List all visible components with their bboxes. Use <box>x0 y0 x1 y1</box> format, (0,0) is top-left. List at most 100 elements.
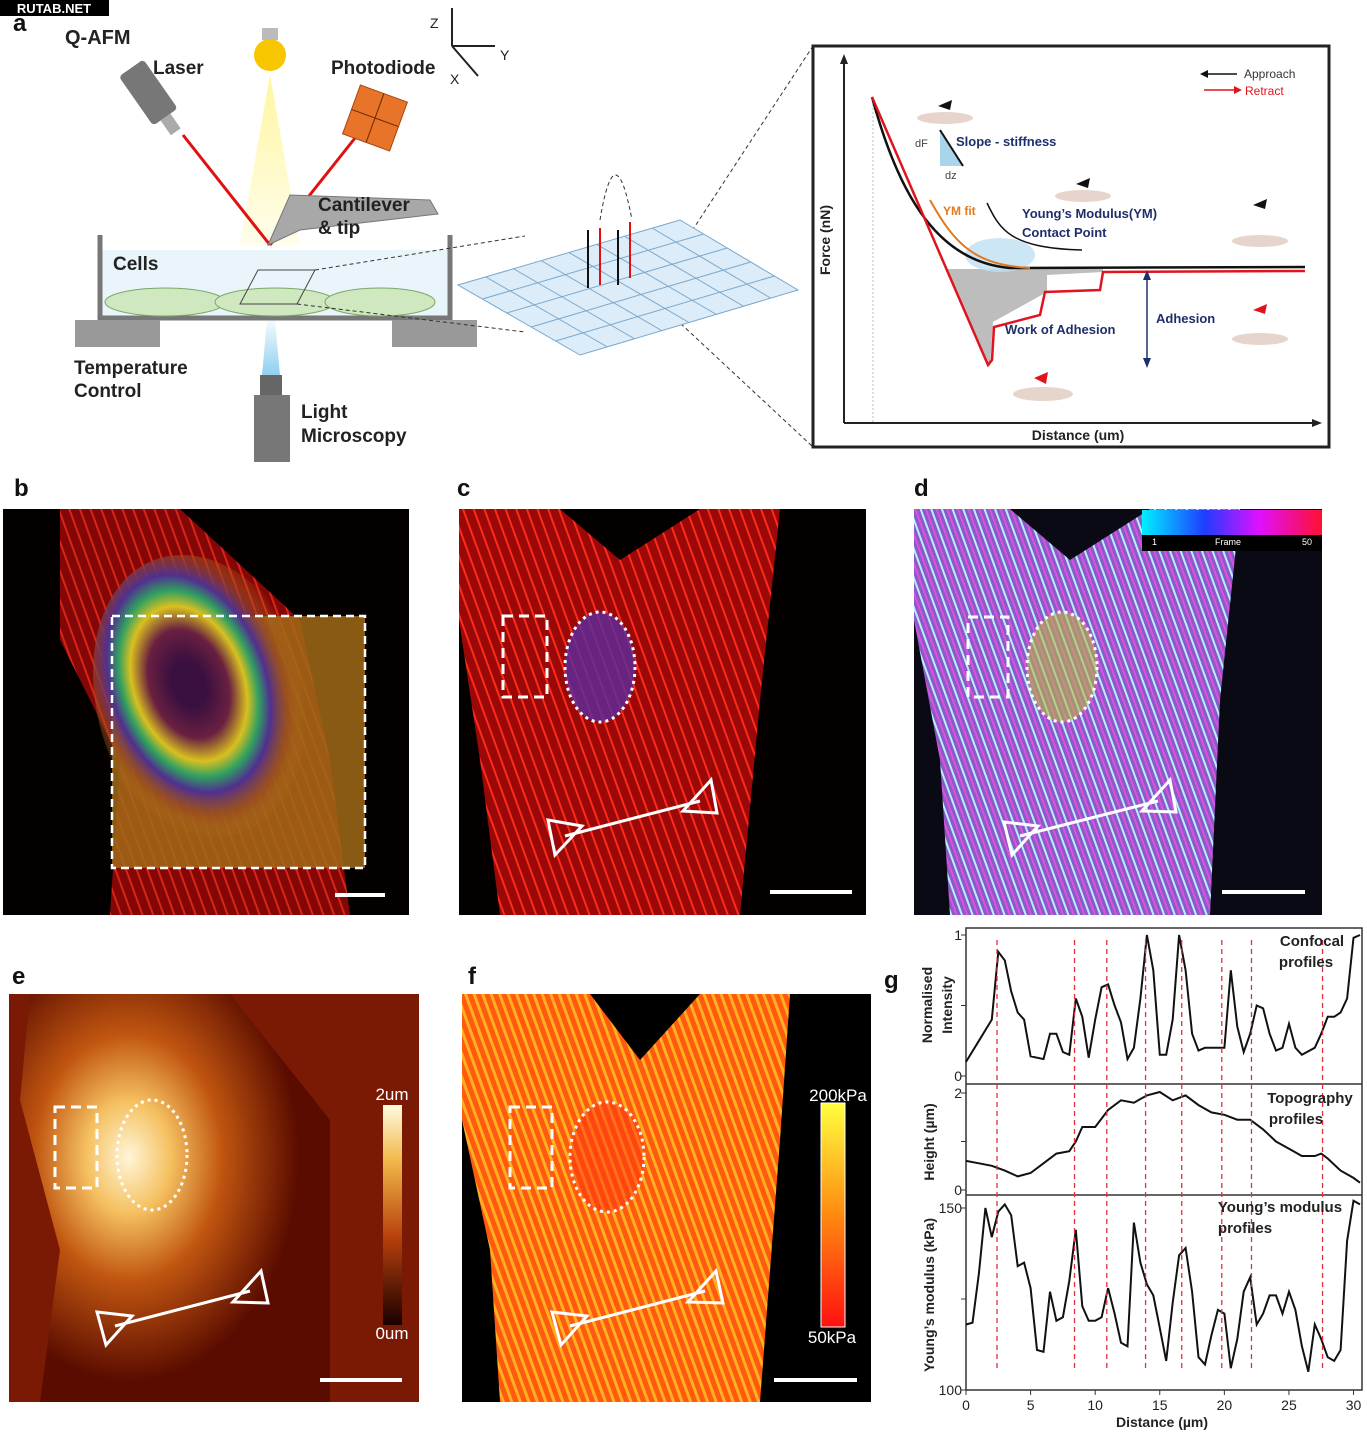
cell-tip-icons <box>917 100 1288 401</box>
x-tick-label: 0 <box>962 1397 970 1413</box>
y-tick-label: 100 <box>939 1382 963 1398</box>
laser-beam <box>181 134 272 246</box>
panel-label-b: b <box>14 475 29 502</box>
y-tick-label: 0 <box>954 1068 962 1084</box>
work-of-adhesion-label: Work of Adhesion <box>1005 322 1116 337</box>
height-colorbar: 2um 0um <box>375 1085 408 1343</box>
frame-colorbar: 1 Frame 50 <box>1142 510 1322 551</box>
confocal-title: Confocal <box>1280 933 1344 950</box>
image-panel-f <box>462 994 871 1402</box>
ym-fit-label: YM fit <box>943 204 976 218</box>
chart-frame <box>965 927 1363 1391</box>
grid-line <box>555 275 775 342</box>
watermark-logo: RUTAB.NET <box>0 0 109 16</box>
objective-icon <box>254 375 290 462</box>
panel-label-f: f <box>468 963 477 990</box>
intensity-ylabel: Normalised <box>919 967 935 1043</box>
cells-label: Cells <box>113 254 158 275</box>
slope-label: Slope - stiffness <box>956 134 1056 149</box>
y-tick-label: 0 <box>954 1182 962 1198</box>
xyz-axes-icon <box>451 8 495 77</box>
grid-line <box>513 268 635 340</box>
approach-legend: Approach <box>1244 67 1295 81</box>
work-of-adhesion-area <box>946 269 1103 367</box>
cantilever-label: Cantilever <box>318 195 410 216</box>
retract-curve <box>870 96 1306 368</box>
cells-icon <box>104 287 436 317</box>
height-max: 2um <box>375 1085 408 1104</box>
x-tick-label: 20 <box>1217 1397 1233 1413</box>
chart-xlabel: Distance (µm) <box>1116 1414 1208 1430</box>
panel-label-g: g <box>884 967 899 994</box>
dz-label: dz <box>945 170 957 182</box>
x-tick-label: 25 <box>1281 1397 1297 1413</box>
modulus-max: 200kPa <box>809 1086 867 1105</box>
grid-line <box>651 227 772 299</box>
retract-legend: Retract <box>1245 84 1284 98</box>
roi-rectangle <box>110 614 367 870</box>
overlay-e <box>53 1098 402 1382</box>
temperature-label: Temperature <box>74 358 188 379</box>
axis-y-label: Y <box>500 47 510 63</box>
overlay-c <box>501 610 852 894</box>
y-tick-label: 150 <box>939 1200 963 1216</box>
panel-label-a: a <box>13 10 27 37</box>
df-label: dF <box>915 138 928 150</box>
scan-grid <box>456 219 800 356</box>
overlay-d <box>966 610 1305 894</box>
approach-curve <box>870 96 1306 270</box>
axis-z-label: Z <box>430 15 439 31</box>
x-tick-label: 15 <box>1152 1397 1168 1413</box>
microscopy-label: Microscopy <box>301 426 407 447</box>
frame-max: 50 <box>1302 537 1312 547</box>
youngs-modulus-label: Young’s Modulus(YM) <box>1022 206 1157 221</box>
image-panel-c <box>459 509 866 915</box>
axis-x-label: X <box>450 71 460 87</box>
force-curve-inset: Approach Retract Slope - stiffness dF dz… <box>811 44 1331 449</box>
light-label: Light <box>301 402 348 423</box>
profile-line-0 <box>965 934 1361 1063</box>
stage-left <box>75 320 160 347</box>
grid-line <box>624 235 744 307</box>
panel-label-e: e <box>12 963 25 990</box>
intensity-ylabel-2: Intensity <box>939 976 955 1034</box>
laser-icon <box>120 60 181 136</box>
force-ylabel: Force (nN) <box>817 205 833 275</box>
approach-retract-arrows <box>587 222 631 288</box>
x-tick-label: 5 <box>1027 1397 1035 1413</box>
x-tick-label: 30 <box>1346 1397 1362 1413</box>
control-label: Control <box>74 381 142 402</box>
stage-right <box>392 320 477 347</box>
profile-line-2 <box>965 1199 1361 1373</box>
modulus-min: 50kPa <box>808 1328 857 1347</box>
petri-dish <box>97 235 453 321</box>
grid-line <box>482 233 704 300</box>
force-xlabel: Distance (um) <box>1032 427 1125 443</box>
ym-title: Young’s modulus <box>1218 1199 1342 1216</box>
svg-text:RUTAB.NET: RUTAB.NET <box>17 1 91 16</box>
overlay-f <box>508 1100 857 1382</box>
y-tick-label: 2 <box>954 1085 962 1101</box>
height-ylabel: Height (µm) <box>921 1103 937 1180</box>
cantilever-icon <box>267 194 439 247</box>
force-curve-sketch <box>599 174 633 221</box>
panel-label-d: d <box>914 475 929 502</box>
legend-arrows <box>1200 70 1242 94</box>
photodiode-icon <box>341 84 409 152</box>
light-cone <box>240 75 300 245</box>
laser-label: Laser <box>153 58 204 79</box>
topography-title: Topography <box>1267 1090 1353 1107</box>
grid-line <box>531 261 751 328</box>
microscope-beam <box>262 320 280 375</box>
ym-title-2: profiles <box>1218 1220 1272 1237</box>
grid-line <box>540 260 663 332</box>
afm-schematic: Q-AFM Laser Photodiode Cantilever & tip … <box>65 8 814 462</box>
tip-label: & tip <box>318 218 360 239</box>
y-tick-label: 1 <box>954 927 962 943</box>
image-panel-b <box>3 509 409 915</box>
frame-label: Frame <box>1215 537 1241 547</box>
contact-point-label: Contact Point <box>1022 225 1107 240</box>
photodiode-label: Photodiode <box>331 58 435 79</box>
